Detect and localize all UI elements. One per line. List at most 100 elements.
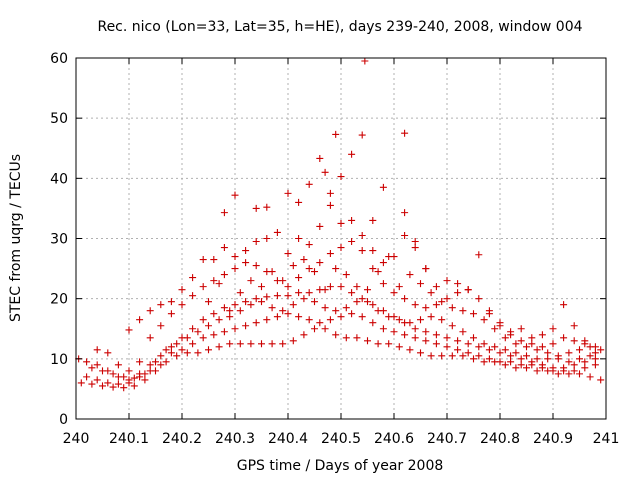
- data-point: [289, 337, 297, 345]
- x-axis-label: GPS time / Days of year 2008: [237, 458, 444, 474]
- data-point: [157, 361, 165, 369]
- data-point: [321, 168, 329, 176]
- data-point: [210, 331, 218, 339]
- data-point: [220, 271, 228, 279]
- data-point: [591, 361, 599, 369]
- data-point: [427, 352, 435, 360]
- data-point: [231, 253, 239, 261]
- data-point: [432, 331, 440, 339]
- x-tick-label: 240.3: [215, 431, 255, 447]
- y-tick-label: 40: [50, 171, 68, 187]
- y-tick-label: 50: [50, 111, 68, 127]
- data-point: [432, 301, 440, 309]
- data-point: [289, 301, 297, 309]
- y-tick-label: 0: [59, 412, 68, 428]
- data-point: [491, 343, 499, 351]
- data-point: [289, 262, 297, 270]
- data-point: [470, 310, 477, 318]
- data-point: [247, 301, 255, 309]
- data-point: [475, 251, 483, 259]
- data-point: [231, 265, 239, 273]
- data-point: [305, 316, 313, 324]
- data-point: [517, 325, 525, 333]
- y-axis-label: STEC from uqrg / TECUs: [8, 154, 24, 322]
- x-tick-label: 240.4: [268, 431, 308, 447]
- data-point: [263, 235, 271, 242]
- data-point: [358, 295, 366, 303]
- data-point: [517, 361, 525, 369]
- data-point: [284, 283, 292, 291]
- data-point: [284, 292, 292, 300]
- x-tick-label: 240.5: [321, 431, 361, 447]
- data-point: [88, 380, 96, 388]
- data-point: [337, 313, 345, 321]
- data-point: [411, 244, 419, 252]
- data-point: [406, 271, 414, 279]
- data-point: [491, 325, 499, 333]
- data-point: [417, 316, 424, 324]
- data-point: [305, 265, 313, 273]
- data-point: [109, 383, 117, 391]
- data-point: [146, 334, 154, 342]
- data-point: [194, 328, 202, 336]
- data-point: [189, 340, 197, 348]
- data-point: [93, 361, 101, 369]
- data-point: [597, 376, 605, 384]
- data-point: [417, 280, 424, 288]
- data-point: [199, 334, 207, 342]
- data-point: [554, 370, 562, 378]
- data-point: [252, 295, 260, 303]
- data-point: [379, 183, 387, 191]
- data-point: [189, 292, 197, 300]
- data-point: [178, 286, 186, 294]
- data-point: [512, 349, 520, 357]
- data-point: [247, 340, 255, 348]
- data-point: [570, 367, 578, 375]
- data-point: [443, 343, 451, 351]
- data-point: [348, 238, 356, 246]
- data-point: [316, 319, 324, 327]
- data-point: [210, 310, 218, 318]
- data-point: [432, 283, 440, 291]
- data-point: [273, 292, 281, 300]
- data-point: [475, 295, 483, 303]
- data-point: [597, 346, 605, 354]
- data-point: [411, 238, 419, 246]
- data-point: [438, 316, 446, 324]
- data-point: [252, 319, 260, 327]
- data-point: [311, 325, 318, 333]
- data-point: [321, 325, 329, 333]
- data-point: [448, 352, 456, 360]
- data-point: [231, 325, 239, 333]
- data-point: [136, 358, 144, 366]
- data-point: [220, 209, 228, 217]
- data-point: [438, 298, 446, 306]
- data-point: [464, 349, 472, 357]
- data-point: [485, 346, 493, 354]
- data-point: [528, 334, 536, 342]
- data-point: [395, 283, 403, 291]
- data-point: [236, 340, 244, 348]
- data-point: [337, 219, 345, 227]
- data-point: [454, 337, 462, 345]
- data-point: [326, 250, 334, 258]
- data-point: [125, 379, 133, 387]
- data-point: [337, 244, 345, 252]
- data-point: [528, 361, 536, 369]
- data-point: [279, 277, 287, 285]
- data-point: [485, 355, 493, 363]
- data-point: [501, 346, 509, 354]
- data-point: [374, 307, 382, 315]
- data-point: [162, 358, 170, 366]
- data-point: [332, 130, 340, 138]
- data-point: [538, 331, 546, 339]
- data-point: [146, 307, 154, 315]
- data-point: [194, 349, 202, 357]
- data-point: [141, 376, 149, 384]
- data-point: [284, 250, 292, 258]
- data-point: [464, 340, 472, 348]
- data-point: [496, 319, 504, 327]
- data-point: [99, 367, 106, 375]
- data-point: [199, 256, 207, 264]
